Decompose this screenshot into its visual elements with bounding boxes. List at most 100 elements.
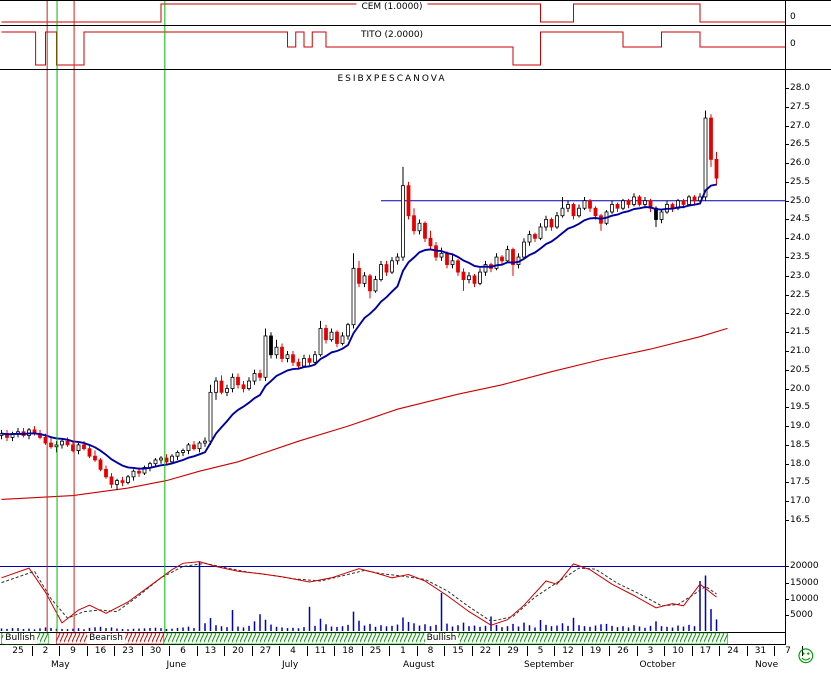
price-axis-label: 20.0 xyxy=(790,383,811,394)
date-tick-label: 1 xyxy=(400,646,406,656)
date-tick-mark xyxy=(334,646,336,656)
price-axis-label: 23.5 xyxy=(790,252,811,263)
price-axis-label: 26.0 xyxy=(790,158,811,169)
price-axis-label: 22.0 xyxy=(790,308,811,319)
top-border xyxy=(0,0,831,1)
price-axis-label: 21.5 xyxy=(790,327,811,338)
price-axis-label: 28.0 xyxy=(790,83,811,93)
date-tick-label: 20 xyxy=(232,646,244,656)
tito-line xyxy=(1,31,785,66)
month-label: July xyxy=(282,660,299,670)
date-tick-label: 25 xyxy=(369,646,382,656)
price-axis-label: 22.5 xyxy=(790,289,811,300)
date-tick-label: 15 xyxy=(452,646,464,656)
tito-panel[interactable] xyxy=(0,26,785,70)
chart-title: ESIBXPESCANOVA xyxy=(337,74,447,84)
date-tick-mark xyxy=(306,646,308,656)
date-tick-label: 31 xyxy=(754,646,767,656)
date-tick-label: 13 xyxy=(204,646,217,656)
signal-band-bearish xyxy=(56,632,165,645)
date-tick-label: 9 xyxy=(70,646,76,656)
date-tick-mark xyxy=(59,646,61,656)
date-tick-label: 22 xyxy=(479,646,492,656)
date-tick-label: 16 xyxy=(94,646,107,656)
month-axis: May June July August September October Nove xyxy=(0,658,831,675)
date-tick-mark xyxy=(609,646,611,656)
date-tick-mark xyxy=(746,646,748,656)
date-tick-label: 24 xyxy=(727,646,739,656)
date-tick-mark xyxy=(471,646,473,656)
price-axis-label: 16.5 xyxy=(790,515,811,526)
date-tick-mark xyxy=(279,646,281,656)
date-tick-mark xyxy=(196,646,198,656)
date-tick-label: 18 xyxy=(342,646,354,656)
price-axis-label: 17.5 xyxy=(790,477,811,488)
month-label: August xyxy=(403,660,435,670)
volume-bars xyxy=(0,561,718,631)
date-tick-mark xyxy=(526,646,528,656)
axis-separator xyxy=(785,0,786,645)
cem-axis-value: 0 xyxy=(790,12,796,22)
date-tick-mark xyxy=(31,646,33,656)
date-tick-mark xyxy=(691,646,693,656)
date-tick-label: 30 xyxy=(149,646,162,656)
cem-panel[interactable] xyxy=(0,1,785,26)
date-tick-mark xyxy=(554,646,556,656)
date-tick-label: 2 xyxy=(42,646,49,656)
date-tick-label: 17 xyxy=(699,646,712,656)
month-label: May xyxy=(51,660,70,670)
date-tick-label: 25 xyxy=(12,646,24,656)
price-axis-label: 27.0 xyxy=(790,120,811,131)
volume-axis-label: 20000 xyxy=(790,561,819,572)
month-label: Nove xyxy=(755,660,779,670)
date-axis: 25 2 9 16 23 30 6 13 20 27 4 11 18 25 1 8 15 22 29 5 12 19 26 3… xyxy=(0,645,831,658)
date-tick-mark xyxy=(224,646,226,656)
ma-slow-line xyxy=(1,327,728,500)
date-tick-label: 12 xyxy=(562,646,574,656)
price-axis-label: 19.5 xyxy=(790,402,811,413)
ma-fast-line xyxy=(1,183,717,470)
price-axis-label: 24.5 xyxy=(790,214,811,225)
tito-axis-value: 0 xyxy=(790,39,796,49)
date-tick-mark xyxy=(581,646,583,656)
month-label: September xyxy=(524,660,574,670)
price-axis-label: 20.5 xyxy=(790,364,811,375)
date-tick-mark xyxy=(86,646,88,656)
date-tick-label: 26 xyxy=(617,646,629,656)
date-tick-mark xyxy=(251,646,253,656)
month-label: June xyxy=(166,660,187,670)
signal-strip[interactable] xyxy=(0,632,785,645)
date-tick-mark xyxy=(169,646,171,656)
date-tick-mark xyxy=(114,646,116,656)
date-tick-label: 6 xyxy=(180,646,186,656)
price-axis-label: 21.0 xyxy=(790,345,811,356)
date-tick-label: 27 xyxy=(259,646,272,656)
panel-separator-1 xyxy=(0,25,831,26)
date-tick-label: 11 xyxy=(314,646,327,656)
cem-indicator-label: CEM (1.0000) xyxy=(356,2,428,13)
date-tick-label: 19 xyxy=(589,646,602,656)
signal-band-bullish xyxy=(1,632,49,645)
date-tick-mark xyxy=(636,646,638,656)
month-label: October xyxy=(639,660,676,670)
volume-panel[interactable] xyxy=(0,555,785,632)
oscillator-line xyxy=(1,561,717,626)
price-panel[interactable] xyxy=(0,70,785,555)
cem-line xyxy=(1,3,785,23)
date-tick-mark xyxy=(801,646,803,656)
smiley-icon: ☺ xyxy=(797,647,815,667)
volume-axis-label: 15000 xyxy=(790,577,819,588)
tito-indicator-label: TITO (2.0000) xyxy=(355,30,429,41)
price-axis-label: 27.5 xyxy=(790,101,811,112)
candlesticks xyxy=(0,110,719,490)
signal-band-bullish xyxy=(163,632,728,645)
date-tick-mark xyxy=(774,646,776,656)
price-axis-label: 24.0 xyxy=(790,233,811,244)
date-tick-label: 10 xyxy=(672,646,684,656)
panel-separator-2 xyxy=(0,69,831,70)
date-tick-mark xyxy=(361,646,363,656)
volume-axis-label: 10000 xyxy=(790,593,819,604)
date-tick-mark xyxy=(141,646,143,656)
date-tick-mark xyxy=(499,646,501,656)
